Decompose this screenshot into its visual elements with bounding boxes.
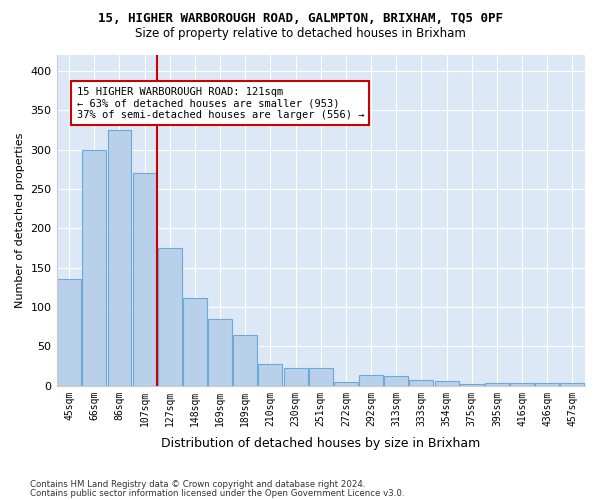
- Bar: [259, 364, 283, 386]
- Bar: [57, 280, 81, 386]
- Bar: [385, 376, 408, 386]
- Bar: [133, 173, 157, 386]
- Bar: [158, 248, 182, 386]
- Text: Size of property relative to detached houses in Brixham: Size of property relative to detached ho…: [134, 28, 466, 40]
- Bar: [560, 384, 584, 386]
- Text: 15 HIGHER WARBOROUGH ROAD: 121sqm
← 63% of detached houses are smaller (953)
37%: 15 HIGHER WARBOROUGH ROAD: 121sqm ← 63% …: [77, 86, 364, 120]
- Bar: [82, 150, 106, 386]
- X-axis label: Distribution of detached houses by size in Brixham: Distribution of detached houses by size …: [161, 437, 481, 450]
- Bar: [284, 368, 308, 386]
- Bar: [309, 368, 333, 386]
- Bar: [107, 130, 131, 386]
- Bar: [208, 319, 232, 386]
- Bar: [334, 382, 358, 386]
- Text: Contains public sector information licensed under the Open Government Licence v3: Contains public sector information licen…: [30, 489, 404, 498]
- Bar: [510, 384, 534, 386]
- Bar: [359, 375, 383, 386]
- Text: Contains HM Land Registry data © Crown copyright and database right 2024.: Contains HM Land Registry data © Crown c…: [30, 480, 365, 489]
- Bar: [183, 298, 207, 386]
- Bar: [535, 384, 559, 386]
- Bar: [485, 382, 509, 386]
- Bar: [409, 380, 433, 386]
- Text: 15, HIGHER WARBOROUGH ROAD, GALMPTON, BRIXHAM, TQ5 0PF: 15, HIGHER WARBOROUGH ROAD, GALMPTON, BR…: [97, 12, 503, 26]
- Bar: [460, 384, 484, 386]
- Bar: [434, 381, 458, 386]
- Bar: [233, 334, 257, 386]
- Y-axis label: Number of detached properties: Number of detached properties: [15, 132, 25, 308]
